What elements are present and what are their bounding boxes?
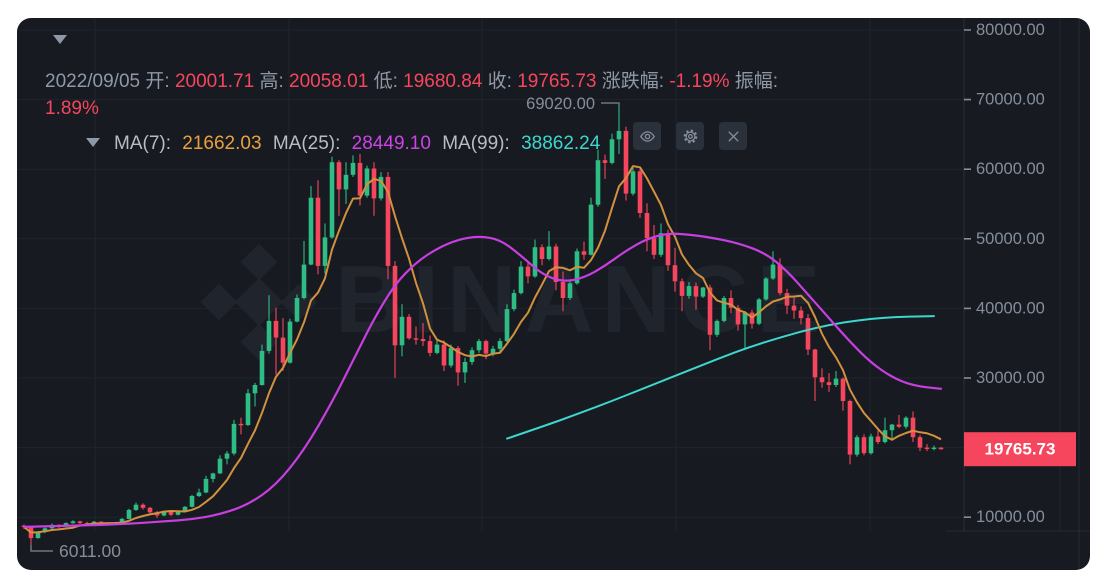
svg-text:60000.00: 60000.00 — [976, 160, 1045, 178]
high-label: 高: — [259, 71, 284, 92]
close-label: 收: — [487, 71, 512, 92]
candle-date: 2022/09/05 — [45, 71, 141, 92]
change-label: 涨跌幅: — [601, 71, 665, 92]
ma99-label: MA(99): — [442, 133, 510, 154]
amplitude-value: 1.89% — [45, 98, 99, 119]
svg-text:70000.00: 70000.00 — [976, 91, 1045, 109]
svg-text:19765.73: 19765.73 — [985, 440, 1056, 459]
ma7-value: 21662.03 — [182, 133, 262, 154]
svg-text:69020.00: 69020.00 — [526, 95, 595, 113]
ma7-label: MA(7): — [114, 133, 171, 154]
close-value: 19765.73 — [517, 71, 597, 92]
collapse-caret-icon[interactable] — [53, 35, 67, 44]
ma99-value: 38862.24 — [521, 133, 601, 154]
low-label: 低: — [373, 71, 398, 92]
amplitude-label: 振幅: — [734, 71, 779, 92]
low-value: 19680.84 — [403, 71, 483, 92]
svg-text:6011.00: 6011.00 — [59, 541, 121, 561]
ohlc-info-bar: 2022/09/05 开: 20001.71 高: 20058.01 低: 19… — [45, 66, 778, 93]
open-value: 20001.71 — [174, 71, 255, 92]
close-icon[interactable] — [719, 122, 747, 150]
eye-icon[interactable] — [633, 122, 661, 150]
svg-text:80000.00: 80000.00 — [976, 21, 1045, 39]
high-value: 20058.01 — [289, 71, 369, 92]
svg-text:30000.00: 30000.00 — [976, 369, 1045, 387]
ma-collapse-caret-icon[interactable] — [86, 138, 100, 147]
ma25-label: MA(25): — [272, 133, 341, 154]
last-price-tag: 19765.73 — [964, 432, 1076, 467]
svg-text:40000.00: 40000.00 — [976, 299, 1045, 317]
change-value: -1.19% — [669, 71, 730, 92]
ma-indicator-bar: MA(7): 21662.03 MA(25): 28449.10 MA(99):… — [114, 133, 606, 155]
svg-text:10000.00: 10000.00 — [976, 508, 1045, 526]
ma25-value: 28449.10 — [351, 133, 431, 154]
svg-text:50000.00: 50000.00 — [976, 230, 1045, 248]
open-label: 开: — [145, 71, 170, 92]
gear-icon[interactable] — [676, 122, 704, 150]
chart-panel: BINANCE 80000.00 70000.00 60000.00 50000.00… — [17, 18, 1090, 570]
indicator-toolbar — [633, 122, 747, 150]
chart-canvas[interactable]: 80000.00 70000.00 60000.00 50000.00 40000.00… — [17, 18, 1090, 570]
